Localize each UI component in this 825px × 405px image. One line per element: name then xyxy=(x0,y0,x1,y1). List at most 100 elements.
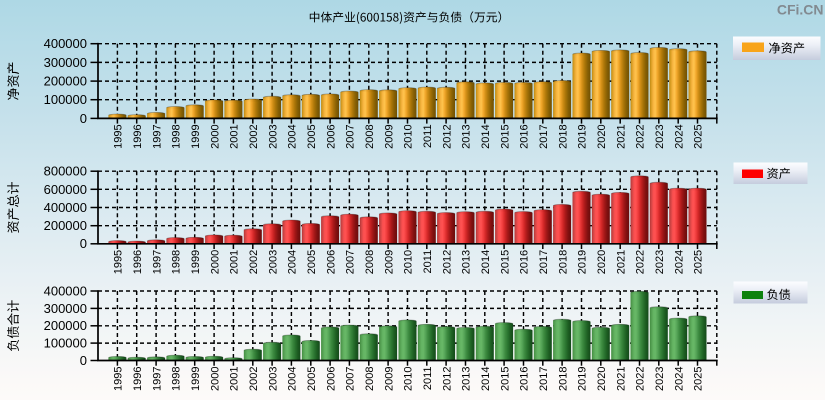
svg-text:2020: 2020 xyxy=(596,367,608,391)
svg-text:2010: 2010 xyxy=(403,367,415,391)
svg-text:CFi.CN: CFi.CN xyxy=(777,2,824,18)
svg-text:1995: 1995 xyxy=(113,367,125,391)
svg-text:0: 0 xyxy=(80,353,87,368)
svg-text:2018: 2018 xyxy=(557,367,569,391)
svg-text:2000: 2000 xyxy=(209,367,221,391)
svg-text:2013: 2013 xyxy=(461,250,473,274)
svg-text:2023: 2023 xyxy=(654,124,666,148)
svg-text:2021: 2021 xyxy=(615,124,627,148)
svg-text:2002: 2002 xyxy=(248,250,260,274)
svg-text:2006: 2006 xyxy=(325,367,337,391)
svg-text:2013: 2013 xyxy=(461,367,473,391)
svg-text:2007: 2007 xyxy=(345,367,357,391)
svg-text:2017: 2017 xyxy=(538,124,550,148)
svg-text:2010: 2010 xyxy=(403,250,415,274)
svg-text:2004: 2004 xyxy=(287,250,299,274)
svg-text:2020: 2020 xyxy=(596,250,608,274)
svg-text:2021: 2021 xyxy=(615,250,627,274)
svg-text:0: 0 xyxy=(80,111,87,126)
svg-text:2025: 2025 xyxy=(693,367,705,391)
svg-text:2016: 2016 xyxy=(519,367,531,391)
svg-text:1995: 1995 xyxy=(113,250,125,274)
svg-text:2023: 2023 xyxy=(654,250,666,274)
svg-text:2022: 2022 xyxy=(635,367,647,391)
svg-text:2011: 2011 xyxy=(422,250,434,274)
svg-text:2014: 2014 xyxy=(480,250,492,274)
svg-text:300000: 300000 xyxy=(44,55,87,70)
svg-text:2009: 2009 xyxy=(383,367,395,391)
svg-text:2014: 2014 xyxy=(480,124,492,148)
svg-text:1997: 1997 xyxy=(151,124,163,148)
svg-text:1999: 1999 xyxy=(190,124,202,148)
svg-text:2004: 2004 xyxy=(287,367,299,391)
svg-text:2004: 2004 xyxy=(287,124,299,148)
svg-text:2022: 2022 xyxy=(635,250,647,274)
svg-text:2009: 2009 xyxy=(383,124,395,148)
svg-text:2015: 2015 xyxy=(499,250,511,274)
svg-text:400000: 400000 xyxy=(44,36,87,51)
svg-text:200000: 200000 xyxy=(44,74,87,89)
svg-text:2011: 2011 xyxy=(422,124,434,148)
svg-text:600000: 600000 xyxy=(44,182,87,197)
svg-text:2017: 2017 xyxy=(538,250,550,274)
svg-text:2002: 2002 xyxy=(248,367,260,391)
svg-text:2016: 2016 xyxy=(519,250,531,274)
svg-text:2014: 2014 xyxy=(480,367,492,391)
svg-text:2018: 2018 xyxy=(557,124,569,148)
svg-text:2008: 2008 xyxy=(364,250,376,274)
svg-text:2012: 2012 xyxy=(441,250,453,274)
svg-text:1998: 1998 xyxy=(171,250,183,274)
svg-text:100000: 100000 xyxy=(44,92,87,107)
svg-text:2018: 2018 xyxy=(557,250,569,274)
svg-text:2003: 2003 xyxy=(267,250,279,274)
svg-text:1996: 1996 xyxy=(132,367,144,391)
svg-text:1998: 1998 xyxy=(171,367,183,391)
svg-text:2005: 2005 xyxy=(306,250,318,274)
svg-text:2020: 2020 xyxy=(596,124,608,148)
svg-text:2000: 2000 xyxy=(209,124,221,148)
svg-text:400000: 400000 xyxy=(44,200,87,215)
svg-text:2007: 2007 xyxy=(345,124,357,148)
svg-text:2008: 2008 xyxy=(364,124,376,148)
svg-text:2002: 2002 xyxy=(248,124,260,148)
svg-text:2023: 2023 xyxy=(654,367,666,391)
svg-text:2006: 2006 xyxy=(325,124,337,148)
svg-text:2015: 2015 xyxy=(499,124,511,148)
svg-text:2025: 2025 xyxy=(693,250,705,274)
svg-text:2019: 2019 xyxy=(577,250,589,274)
svg-text:2003: 2003 xyxy=(267,367,279,391)
svg-text:2019: 2019 xyxy=(577,367,589,391)
svg-text:2011: 2011 xyxy=(422,367,434,391)
svg-text:2016: 2016 xyxy=(519,124,531,148)
svg-text:1999: 1999 xyxy=(190,367,202,391)
svg-text:2009: 2009 xyxy=(383,250,395,274)
svg-text:2024: 2024 xyxy=(673,367,685,391)
svg-text:2006: 2006 xyxy=(325,250,337,274)
svg-text:1999: 1999 xyxy=(190,250,202,274)
svg-text:2003: 2003 xyxy=(267,124,279,148)
svg-text:1998: 1998 xyxy=(171,124,183,148)
svg-text:2017: 2017 xyxy=(538,367,550,391)
svg-text:400000: 400000 xyxy=(44,283,87,298)
svg-text:2012: 2012 xyxy=(441,367,453,391)
svg-text:2012: 2012 xyxy=(441,124,453,148)
svg-text:1996: 1996 xyxy=(132,250,144,274)
svg-text:1997: 1997 xyxy=(151,250,163,274)
svg-text:2022: 2022 xyxy=(635,124,647,148)
svg-text:2015: 2015 xyxy=(499,367,511,391)
svg-text:300000: 300000 xyxy=(44,301,87,316)
svg-text:2005: 2005 xyxy=(306,367,318,391)
svg-text:2013: 2013 xyxy=(461,124,473,148)
svg-text:2010: 2010 xyxy=(403,124,415,148)
svg-text:800000: 800000 xyxy=(44,164,87,179)
svg-text:2025: 2025 xyxy=(693,124,705,148)
svg-text:2001: 2001 xyxy=(229,250,241,274)
svg-text:2019: 2019 xyxy=(577,124,589,148)
svg-text:2005: 2005 xyxy=(306,124,318,148)
svg-text:2021: 2021 xyxy=(615,367,627,391)
svg-text:2007: 2007 xyxy=(345,250,357,274)
svg-text:2001: 2001 xyxy=(229,124,241,148)
svg-text:200000: 200000 xyxy=(44,318,87,333)
svg-text:2024: 2024 xyxy=(673,250,685,274)
svg-text:2001: 2001 xyxy=(229,367,241,391)
